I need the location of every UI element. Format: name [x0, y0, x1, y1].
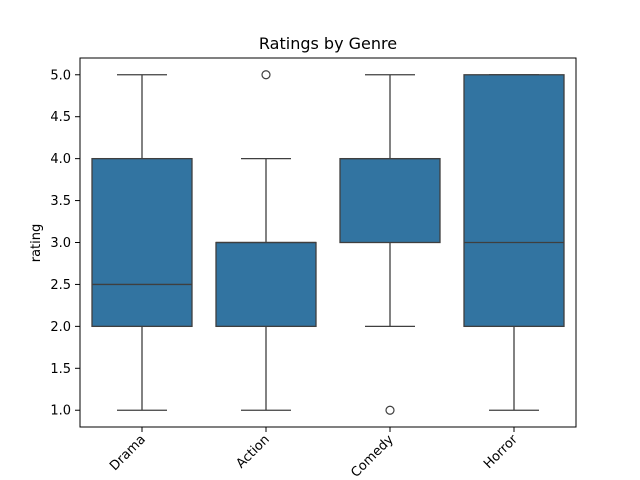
y-tick-label: 5.0 [50, 68, 71, 83]
y-tick-label: 2.5 [50, 278, 71, 293]
box-iqr [463, 74, 565, 328]
box-comedy [339, 74, 441, 415]
x-tick-label-comedy: Comedy [348, 432, 397, 480]
box-action [215, 70, 317, 411]
box-iqr [91, 157, 193, 328]
x-tick-label-action: Action [233, 432, 272, 471]
box-drama [91, 74, 193, 411]
chart-title: Ratings by Genre [259, 34, 397, 53]
y-tick-label: 4.5 [50, 110, 71, 125]
y-tick-label: 1.5 [50, 362, 71, 377]
y-tick-label: 3.5 [50, 194, 71, 209]
x-axis: Drama Action Comedy Horror [107, 427, 521, 480]
y-axis-label: rating [29, 224, 44, 263]
x-tick-label-drama: Drama [107, 432, 149, 474]
outlier-point [261, 70, 271, 80]
box-iqr [339, 157, 441, 244]
box-horror [463, 74, 565, 411]
x-tick-label-horror: Horror [481, 432, 521, 472]
box-iqr [215, 241, 317, 328]
outlier-point [385, 405, 395, 415]
plot-area [91, 70, 565, 415]
y-tick-label: 3.0 [50, 236, 71, 251]
y-axis: 1.0 1.5 2.0 2.5 3.0 3.5 4.0 4.5 5.0 [50, 68, 80, 419]
y-tick-label: 2.0 [50, 320, 71, 335]
y-tick-label: 1.0 [50, 404, 71, 419]
y-tick-label: 4.0 [50, 152, 71, 167]
